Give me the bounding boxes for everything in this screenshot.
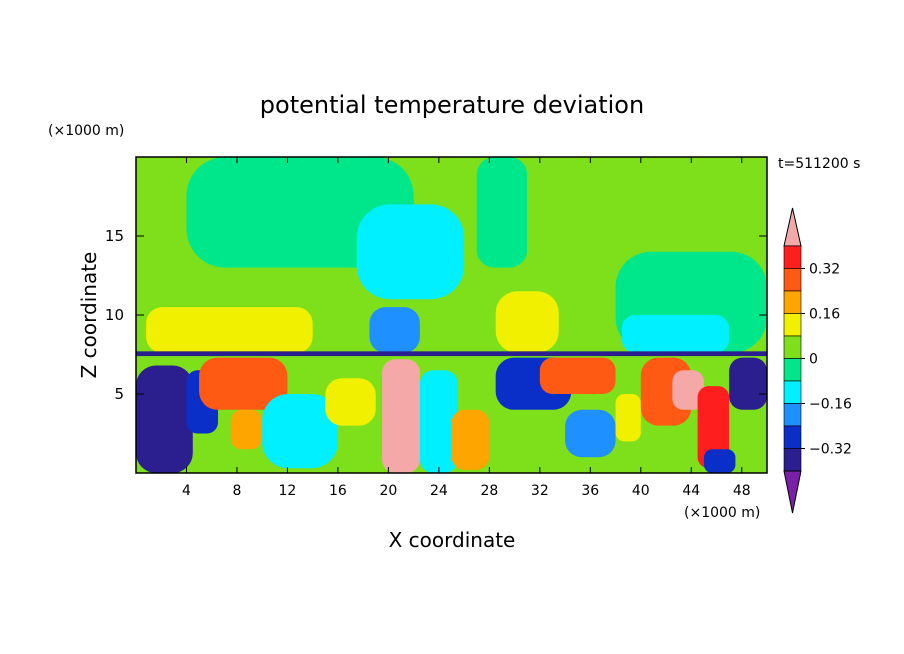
colorbar: 0.32 0.16 0 −0.16 −0.32 xyxy=(783,207,852,514)
field-region-16 xyxy=(325,378,376,426)
chart-title: potential temperature deviation xyxy=(260,91,644,119)
colorbar-segment xyxy=(783,290,802,314)
field-region-14 xyxy=(230,409,263,450)
field-region-27 xyxy=(729,357,767,410)
field-region-4 xyxy=(476,157,528,268)
y-unit-label: (×1000 m) xyxy=(48,123,124,139)
colorbar-segment xyxy=(783,380,802,404)
colorbar-segment xyxy=(783,245,802,269)
x-axis: 4 8 12 16 20 24 28 32 36 40 44 48 xyxy=(182,157,751,499)
x-tick-label: 24 xyxy=(430,483,448,499)
y-axis: 5 10 15 xyxy=(105,227,767,403)
colorbar-bottom-extension xyxy=(783,470,802,514)
field-region-7 xyxy=(146,307,313,353)
field-region-18 xyxy=(419,370,458,473)
colorbar-top-extension xyxy=(783,207,802,247)
y-tick-label: 15 xyxy=(105,227,124,245)
field-region-19 xyxy=(451,409,490,470)
field-region-8 xyxy=(495,291,559,353)
field-region-3 xyxy=(369,307,420,353)
x-tick-label: 4 xyxy=(182,483,191,499)
x-tick-label: 12 xyxy=(279,483,297,499)
plot-area xyxy=(136,157,767,473)
x-tick-label: 28 xyxy=(480,483,498,499)
x-unit-label: (×1000 m) xyxy=(684,505,760,521)
colorbar-segment xyxy=(783,403,802,427)
field-region-11 xyxy=(136,365,193,473)
x-tick-label: 36 xyxy=(581,483,599,499)
field-region-17 xyxy=(382,359,420,473)
x-tick-label: 44 xyxy=(682,483,700,499)
field-region-26 xyxy=(697,386,730,469)
field-region-2 xyxy=(356,204,465,300)
colorbar-segment xyxy=(783,335,802,359)
y-tick-label: 10 xyxy=(105,306,124,324)
x-tick-label: 20 xyxy=(379,483,397,499)
x-tick-label: 40 xyxy=(632,483,650,499)
field-region-28 xyxy=(703,449,736,473)
field-region-22 xyxy=(565,409,616,458)
colorbar-segment xyxy=(783,268,802,292)
field-region-15 xyxy=(262,394,338,469)
y-axis-label: Z coordinate xyxy=(77,252,101,379)
colorbar-tick-label: 0.32 xyxy=(809,262,840,278)
field-region-6 xyxy=(621,315,730,353)
field-region-9 xyxy=(136,351,767,358)
field-region-25 xyxy=(672,370,704,410)
colorbar-segment xyxy=(783,358,802,382)
x-tick-label: 16 xyxy=(329,483,347,499)
field-region-23 xyxy=(615,394,641,442)
x-tick-label: 32 xyxy=(531,483,549,499)
field-region-21 xyxy=(539,357,616,394)
colorbar-segment xyxy=(783,313,802,337)
colorbar-segment xyxy=(783,448,802,472)
colorbar-tick-label: −0.16 xyxy=(809,397,852,413)
y-tick-label: 5 xyxy=(114,385,124,403)
colorbar-tick-label: −0.32 xyxy=(809,442,852,458)
colorbar-tick-label: 0.16 xyxy=(809,307,840,323)
colorbar-segment xyxy=(783,425,802,449)
x-axis-label: X coordinate xyxy=(389,528,516,552)
field-region-13 xyxy=(199,357,288,410)
x-tick-label: 48 xyxy=(733,483,751,499)
time-label: t=511200 s xyxy=(778,156,860,172)
x-tick-label: 8 xyxy=(232,483,241,499)
colorbar-tick-label: 0 xyxy=(809,352,818,368)
